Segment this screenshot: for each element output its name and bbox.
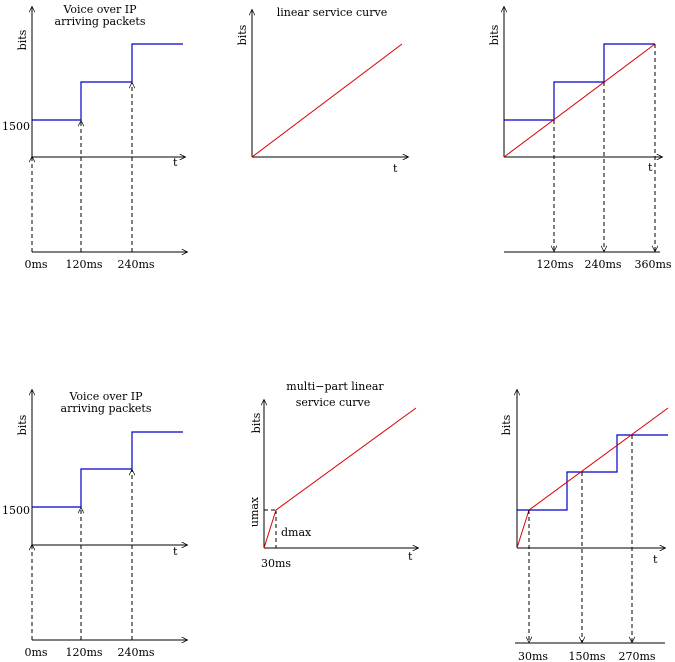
y-axis-label: bits — [250, 412, 263, 433]
x-axis-label: t — [408, 550, 413, 563]
panel-bottom-right-combined: bits t 30ms 150ms 270ms — [500, 390, 669, 662]
y-axis-label: bits — [488, 24, 501, 45]
arrival-step-curve — [32, 43, 183, 121]
title-line1: Voice over IP — [62, 3, 137, 16]
panel-top-right-combined: bits t 120ms 240ms 360ms — [488, 7, 672, 271]
timeline-tick-2: 120ms — [65, 646, 102, 659]
timeline-tick-1: 0ms — [24, 258, 47, 271]
multipart-service-curve — [263, 407, 417, 549]
x-axis-label: t — [648, 161, 653, 174]
linear-service-curve — [251, 43, 403, 158]
title-line1: Voice over IP — [68, 390, 143, 403]
timeline-tick-2: 120ms — [65, 258, 102, 271]
panel-top-middle-service: linear service curve bits t — [236, 6, 408, 175]
timeline-tick-3: 240ms — [117, 646, 154, 659]
panel-bottom-left-arrivals: Voice over IP arriving packets bits 1500… — [2, 390, 187, 659]
dmax-label: dmax — [281, 526, 312, 539]
title-line2: arriving packets — [61, 402, 152, 415]
panel-top-left-arrivals: Voice over IP arriving packets bits 1500… — [2, 3, 187, 271]
timeline-tick-2: 150ms — [568, 650, 605, 662]
service-curve — [516, 407, 669, 549]
title: linear service curve — [277, 6, 387, 19]
arrival-step-curve — [504, 43, 655, 121]
x-axis-label: t — [173, 156, 178, 169]
timeline-tick-3: 360ms — [634, 258, 671, 271]
timeline-tick-3: 270ms — [618, 650, 655, 662]
step-value-label: 1500 — [2, 504, 30, 517]
timeline-tick-1: 120ms — [536, 258, 573, 271]
x-tick-label: 30ms — [261, 557, 291, 570]
x-axis-label: t — [173, 545, 178, 558]
y-axis-label: bits — [236, 24, 249, 45]
x-axis-label: t — [393, 162, 398, 175]
x-axis-label: t — [653, 553, 658, 566]
panel-bottom-middle-multipart-service: multi−part linear service curve bits uma… — [248, 380, 418, 570]
title-line2: service curve — [296, 396, 371, 409]
umax-label: umax — [248, 496, 261, 527]
title-line1: multi−part linear — [286, 380, 384, 393]
timeline-tick-1: 0ms — [24, 646, 47, 659]
y-axis-label: bits — [16, 414, 29, 435]
step-value-label: 1500 — [2, 120, 30, 133]
y-axis-label: bits — [16, 29, 29, 50]
timeline-tick-2: 240ms — [584, 258, 621, 271]
service-curve — [503, 43, 656, 158]
timeline-tick-1: 30ms — [518, 650, 548, 662]
title-line2: arriving packets — [55, 15, 146, 28]
y-axis-label: bits — [500, 414, 513, 435]
timeline-tick-3: 240ms — [117, 258, 154, 271]
arrival-step-curve — [517, 434, 668, 511]
arrival-step-curve — [32, 431, 183, 508]
